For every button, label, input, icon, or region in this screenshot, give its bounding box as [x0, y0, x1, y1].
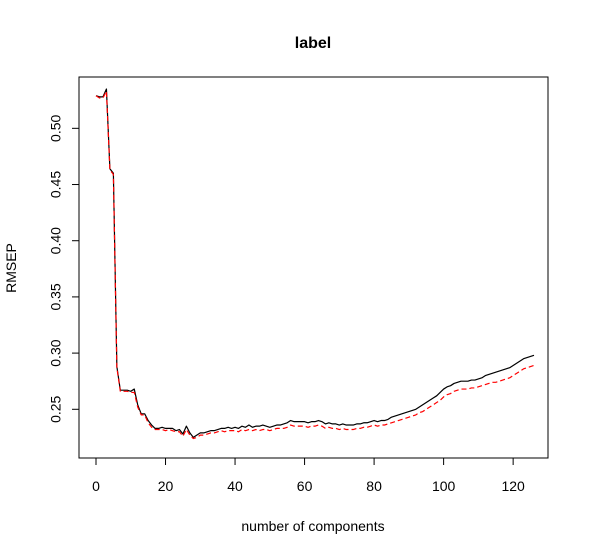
series-line-dashed-red — [95, 90, 535, 440]
x-axis: 0 20 40 60 80 100 120 — [92, 457, 525, 494]
x-tick-label: 100 — [432, 478, 456, 494]
x-tick-label: 60 — [297, 478, 313, 494]
y-axis: 0.25 0.30 0.35 0.40 0.45 0.50 — [48, 114, 80, 423]
y-tick-label: 0.35 — [48, 283, 64, 310]
y-tick-label: 0.25 — [48, 395, 64, 422]
x-tick-label: 80 — [366, 478, 382, 494]
y-tick-label: 0.30 — [48, 339, 64, 366]
y-axis-label: RMSEP — [3, 243, 19, 293]
plot-frame — [78, 76, 549, 459]
x-tick-label: 20 — [158, 478, 174, 494]
x-tick-label: 0 — [92, 478, 100, 494]
chart-title: label — [295, 35, 331, 52]
x-tick-label: 120 — [501, 478, 525, 494]
y-tick-label: 0.45 — [48, 171, 64, 198]
y-tick-label: 0.40 — [48, 227, 64, 254]
series-layer — [95, 88, 535, 440]
x-axis-label: number of components — [241, 518, 384, 534]
x-tick-label: 40 — [227, 478, 243, 494]
series-line-solid-black — [95, 88, 535, 438]
y-tick-label: 0.50 — [48, 114, 64, 141]
